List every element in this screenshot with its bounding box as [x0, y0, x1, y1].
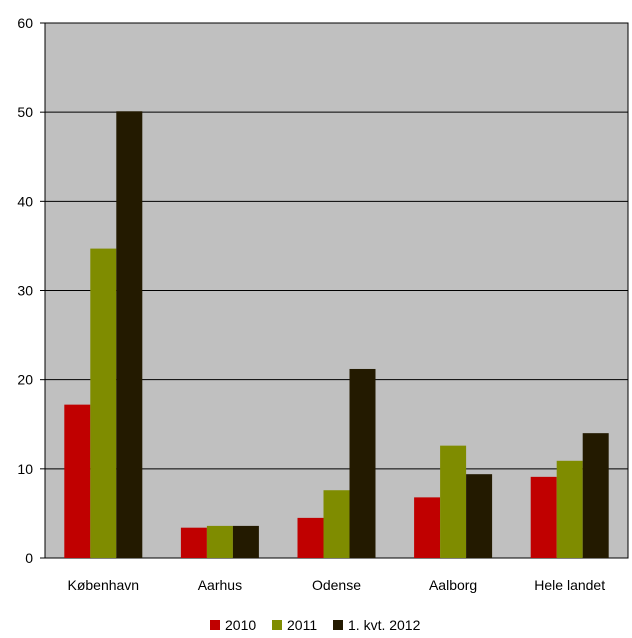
bar-2010-1: [180, 527, 207, 558]
x-tick-label: København: [67, 577, 139, 593]
x-tick-label: Aarhus: [198, 577, 242, 593]
bar-2010-3: [414, 497, 441, 558]
legend-swatch: [333, 620, 343, 630]
y-tick-label: 50: [17, 104, 33, 120]
bar-2010-2: [297, 517, 324, 558]
bar-2011-1: [206, 525, 233, 558]
bar-2010-0: [64, 404, 91, 558]
x-axis-ticks: København Aarhus Odense Aalborg Hele landet: [67, 577, 605, 593]
bar-2010-4: [530, 476, 557, 558]
y-axis-ticks: 0 10 20 30 40 50 60: [17, 15, 45, 566]
bar-1-kvt-2012-4: [582, 433, 609, 558]
y-tick-label: 60: [17, 15, 33, 31]
x-tick-label: Odense: [312, 577, 361, 593]
legend-swatch: [272, 620, 282, 630]
x-tick-label: Hele landet: [534, 577, 605, 593]
legend: 2010 2011 1. kvt. 2012: [210, 617, 421, 633]
bar-1-kvt-2012-1: [232, 525, 259, 558]
bar-1-kvt-2012-2: [349, 368, 376, 558]
bars: [64, 111, 609, 559]
bar-2011-2: [323, 490, 350, 558]
bar-2011-3: [440, 445, 467, 558]
bar-1-kvt-2012-3: [466, 474, 493, 558]
y-tick-label: 40: [17, 193, 33, 209]
bar-2011-4: [556, 460, 583, 558]
y-tick-label: 10: [17, 461, 33, 477]
y-tick-label: 0: [25, 550, 33, 566]
y-tick-label: 30: [17, 283, 33, 299]
bar-2011-0: [90, 248, 117, 558]
legend-label: 2011: [287, 617, 317, 633]
legend-label: 2010: [225, 617, 256, 633]
bar-1-kvt-2012-0: [116, 111, 143, 559]
x-tick-label: Aalborg: [429, 577, 477, 593]
y-tick-label: 20: [17, 372, 33, 388]
legend-swatch: [210, 620, 220, 630]
legend-label: 1. kvt. 2012: [348, 617, 421, 633]
